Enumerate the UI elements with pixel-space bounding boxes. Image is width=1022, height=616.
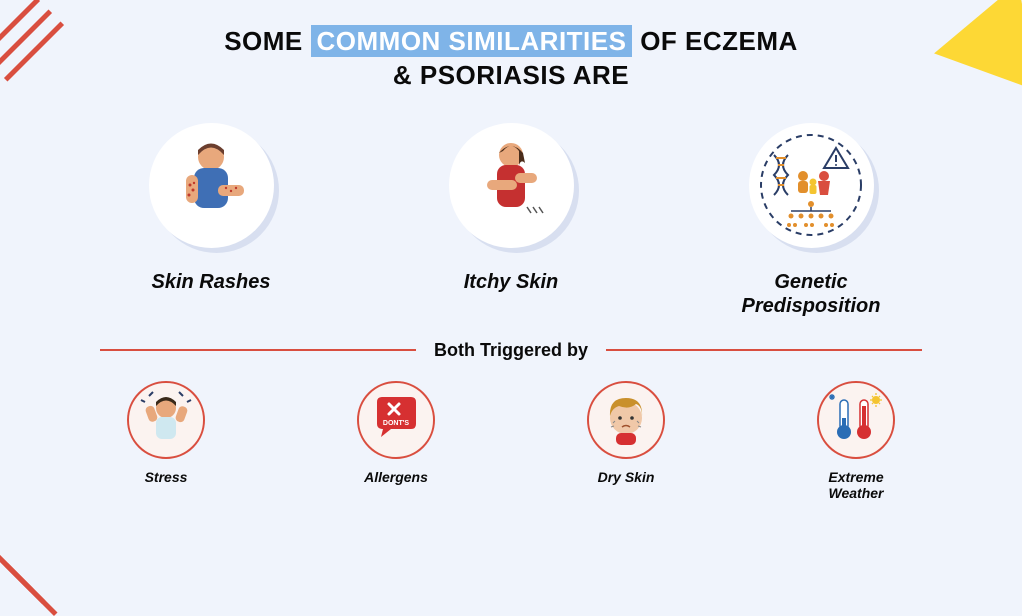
page-title: SOME COMMON SIMILARITIES OF ECZEMA & PSO… — [0, 0, 1022, 93]
genetic-family-icon — [749, 123, 874, 248]
trigger-item: DONT'S Allergens — [341, 381, 451, 501]
corner-lines-top-left — [0, 15, 70, 95]
divider-label: Both Triggered by — [434, 340, 588, 361]
dry-face-icon — [587, 381, 665, 459]
trigger-item: Extreme Weather — [801, 381, 911, 501]
trigger-item: Dry Skin — [571, 381, 681, 501]
section-divider: Both Triggered by — [100, 340, 922, 361]
trigger-label: Stress — [145, 469, 188, 485]
stress-person-icon — [127, 381, 205, 459]
similarity-item: Itchy Skin — [421, 123, 601, 318]
divider-line-right — [606, 349, 922, 351]
donts-badge-icon: DONT'S — [357, 381, 435, 459]
title-highlight: COMMON SIMILARITIES — [311, 25, 633, 57]
svg-text:DONT'S: DONT'S — [382, 420, 408, 427]
trigger-label: Allergens — [364, 469, 428, 485]
similarity-item: Genetic Predisposition — [721, 123, 901, 318]
title-pre: SOME — [224, 26, 303, 56]
thermometers-icon — [817, 381, 895, 459]
similarity-label: Skin Rashes — [152, 270, 271, 294]
trigger-label: Dry Skin — [598, 469, 655, 485]
divider-line-left — [100, 349, 416, 351]
corner-lines-bottom-left — [0, 528, 60, 598]
triggers-row: Stress DONT'S Allergens Dry Skin — [0, 381, 1022, 501]
similarity-label: Itchy Skin — [464, 270, 558, 294]
itchy-person-icon — [449, 123, 574, 248]
similarity-item: Skin Rashes — [121, 123, 301, 318]
title-line2: & PSORIASIS ARE — [393, 60, 629, 90]
rash-person-icon — [149, 123, 274, 248]
similarities-row: Skin Rashes Itchy Skin — [0, 123, 1022, 318]
similarity-label: Genetic Predisposition — [742, 270, 881, 318]
trigger-item: Stress — [111, 381, 221, 501]
trigger-label: Extreme Weather — [801, 469, 911, 501]
title-mid: OF ECZEMA — [640, 26, 798, 56]
